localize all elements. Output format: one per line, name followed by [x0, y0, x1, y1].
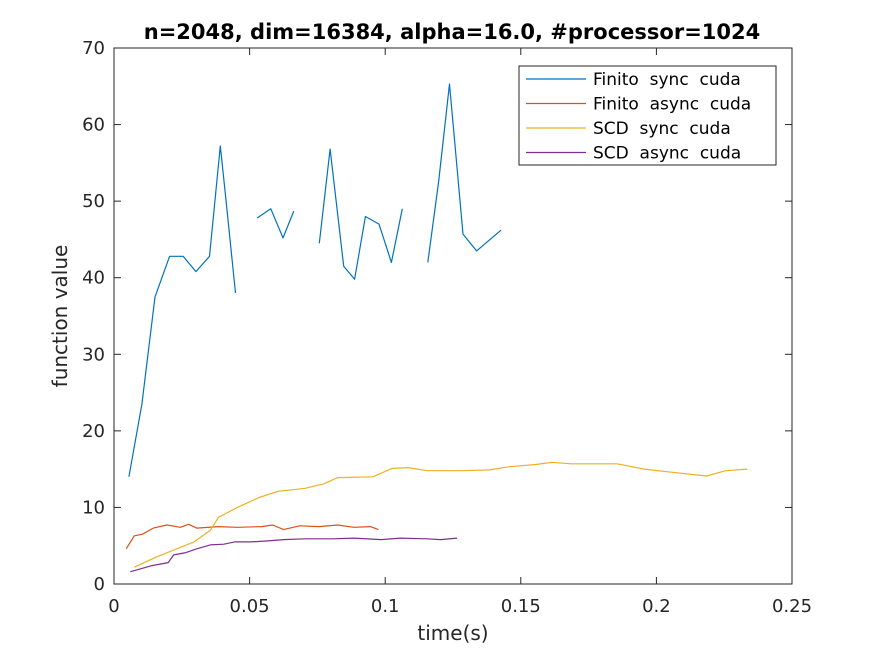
legend-box: [518, 65, 777, 166]
y-tick-label: 10: [82, 497, 105, 518]
y-tick-label: 20: [82, 421, 105, 442]
chart-title: n=2048, dim=16384, alpha=16.0, #processo…: [144, 20, 761, 44]
x-tick-label: 0.25: [772, 596, 812, 617]
y-tick-label: 50: [82, 191, 105, 212]
x-axis-label: time(s): [417, 621, 488, 645]
series-line-scd-sync-cuda: [134, 461, 748, 568]
y-tick-label: 30: [82, 344, 105, 365]
legend-label-scd-async-cuda: SCD async cuda: [593, 144, 741, 164]
x-tick-label: 0.15: [501, 596, 541, 617]
y-tick-label: 60: [82, 115, 105, 136]
x-tick-label: 0.05: [230, 596, 270, 617]
series-line-finito-sync-cuda: [427, 83, 502, 263]
series-line-finito-async-cuda: [125, 523, 379, 550]
ticks: 0 0.05 0.1 0.15 0.2 0.25 0 10 20 30 40 50 60 70: [82, 38, 812, 617]
y-axis-label: function value: [48, 245, 72, 388]
data-lines: [125, 83, 748, 573]
y-tick-label: 70: [82, 38, 105, 59]
legend-label-finito-async-cuda: Finito async cuda: [593, 95, 751, 115]
y-tick-label: 0: [94, 574, 105, 595]
legend-label-scd-sync-cuda: SCD sync cuda: [593, 119, 731, 139]
legend-label-finito-sync-cuda: Finito sync cuda: [593, 70, 741, 90]
x-tick-label: 0: [108, 596, 119, 617]
x-tick-label: 0.1: [371, 596, 400, 617]
series-line-finito-sync-cuda: [318, 148, 403, 280]
series-line-finito-sync-cuda: [256, 208, 295, 239]
series-line-scd-async-cuda: [130, 537, 458, 573]
x-tick-label: 0.2: [642, 596, 671, 617]
y-tick-label: 40: [82, 268, 105, 289]
series-line-finito-sync-cuda: [128, 145, 237, 477]
legend: Finito sync cuda Finito async cuda SCD syn…: [518, 65, 777, 166]
